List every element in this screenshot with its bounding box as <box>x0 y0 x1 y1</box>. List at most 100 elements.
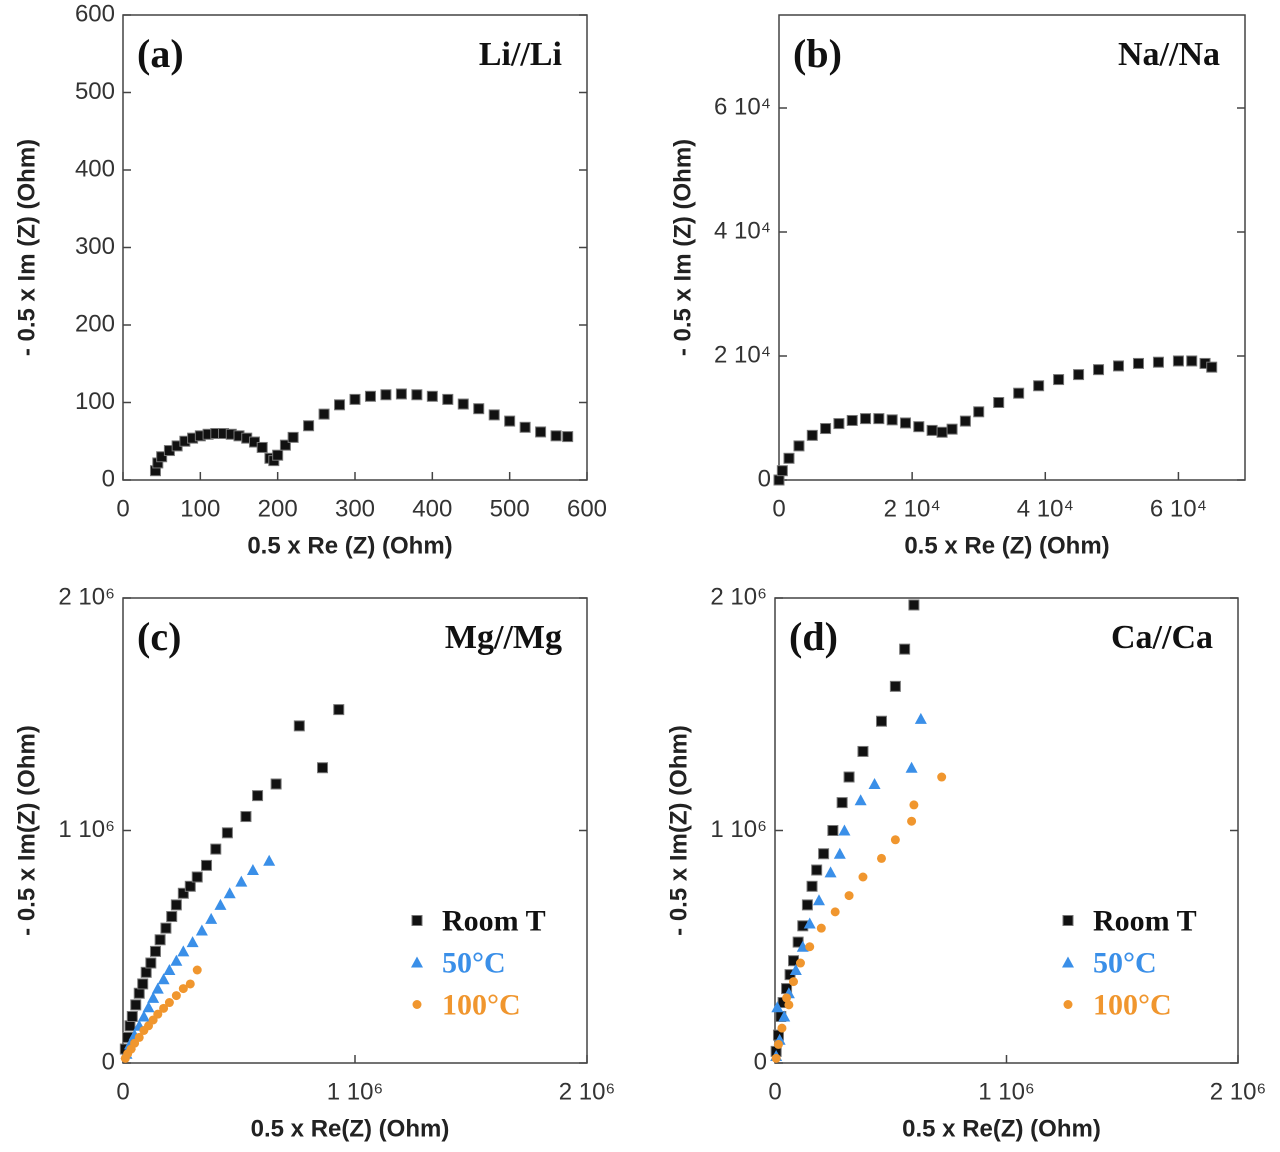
data-point <box>926 424 938 436</box>
data-point <box>519 421 531 433</box>
data-point <box>993 397 1005 408</box>
data-point <box>777 1023 787 1033</box>
data-point <box>818 848 830 860</box>
data-point <box>380 389 392 401</box>
data-point <box>395 388 407 400</box>
data-point <box>166 911 178 923</box>
x-tick-label: 500 <box>490 495 530 522</box>
legend-marker <box>1062 915 1074 926</box>
data-point <box>130 999 142 1011</box>
data-point <box>846 414 858 426</box>
data-point <box>843 771 855 783</box>
data-point <box>137 978 149 990</box>
data-point <box>875 715 887 727</box>
data-point <box>272 449 284 461</box>
data-point <box>364 390 376 402</box>
x-tick-label: 200 <box>258 495 298 522</box>
data-point <box>868 778 881 789</box>
data-point <box>134 1032 144 1042</box>
x-tick-label: 0 <box>768 1078 781 1105</box>
y-tick-label: 400 <box>75 155 115 182</box>
data-point <box>256 441 268 453</box>
data-point <box>142 1001 155 1013</box>
data-point <box>270 778 282 790</box>
data-point <box>771 1053 781 1063</box>
x-tick-label: 4 10⁴ <box>1017 495 1074 522</box>
data-point <box>154 934 166 946</box>
data-point <box>240 811 252 823</box>
data-point <box>959 415 971 427</box>
data-point <box>185 979 195 989</box>
data-point <box>223 887 236 899</box>
data-point <box>889 680 901 692</box>
data-point <box>287 431 299 443</box>
data-point <box>164 998 174 1008</box>
y-tick-label: 300 <box>75 233 115 260</box>
data-point <box>334 399 346 411</box>
data-point <box>170 899 182 911</box>
data-point <box>820 423 832 435</box>
data-point <box>1206 361 1218 373</box>
data-point <box>177 887 189 899</box>
data-point <box>795 958 805 968</box>
x-tick-label: 1 10⁶ <box>327 1078 384 1105</box>
data-point <box>126 1011 138 1022</box>
plot-frame <box>778 14 1246 481</box>
data-point <box>773 1039 783 1049</box>
x-tick-label: 600 <box>567 495 607 522</box>
data-point <box>1053 374 1065 386</box>
y-tick-label: 2 10⁶ <box>710 583 767 610</box>
data-point <box>803 917 816 929</box>
y-axis-label: - 0.5 x Im (Z) (Ohm) <box>13 139 40 356</box>
data-point <box>860 413 872 425</box>
y-tick-label: 2 10⁴ <box>714 341 771 368</box>
y-tick-label: 6 10⁴ <box>714 93 771 120</box>
data-point <box>550 430 562 442</box>
legend-label: Room T <box>442 905 546 938</box>
data-point <box>170 954 183 966</box>
legend-marker <box>1062 956 1074 968</box>
data-point <box>824 866 837 878</box>
data-point <box>844 891 854 901</box>
data-point <box>221 827 233 839</box>
data-point <box>349 393 361 405</box>
data-point <box>195 924 208 936</box>
y-tick-label: 2 10⁶ <box>58 583 115 610</box>
data-point <box>504 415 516 427</box>
data-point <box>782 993 792 1003</box>
panel-title: Na//Na <box>1118 36 1220 73</box>
data-point <box>833 418 845 430</box>
data-point <box>1073 369 1085 381</box>
legend-marker <box>412 1000 422 1009</box>
x-tick-label: 1 10⁶ <box>978 1078 1035 1105</box>
data-point <box>333 704 345 716</box>
data-point <box>773 474 785 486</box>
data-point <box>411 389 423 401</box>
data-point <box>163 964 176 975</box>
data-point <box>562 431 574 443</box>
plot-frame <box>122 14 588 481</box>
data-point <box>899 643 911 655</box>
data-point <box>279 439 291 451</box>
data-point <box>488 409 500 421</box>
data-point <box>771 1001 784 1013</box>
data-point <box>854 794 867 806</box>
data-point <box>192 965 202 975</box>
data-point <box>157 973 170 985</box>
y-tick-label: 1 10⁶ <box>710 816 767 843</box>
data-point <box>263 854 276 866</box>
x-tick-label: 0 <box>116 495 129 522</box>
data-point <box>816 923 826 933</box>
data-point <box>857 745 869 757</box>
x-axis-label: 0.5 x Re(Z) (Ohm) <box>902 1115 1101 1142</box>
data-point <box>317 762 329 774</box>
x-tick-label: 0 <box>116 1078 129 1105</box>
y-axis-label: - 0.5 x Im(Z) (Ohm) <box>13 725 40 936</box>
data-point <box>214 898 227 910</box>
data-point <box>145 957 157 969</box>
y-tick-label: 0 <box>102 1048 115 1075</box>
data-point <box>177 945 190 957</box>
data-point <box>160 922 172 934</box>
x-axis-label: 0.5 x Re (Z) (Ohm) <box>247 532 452 559</box>
